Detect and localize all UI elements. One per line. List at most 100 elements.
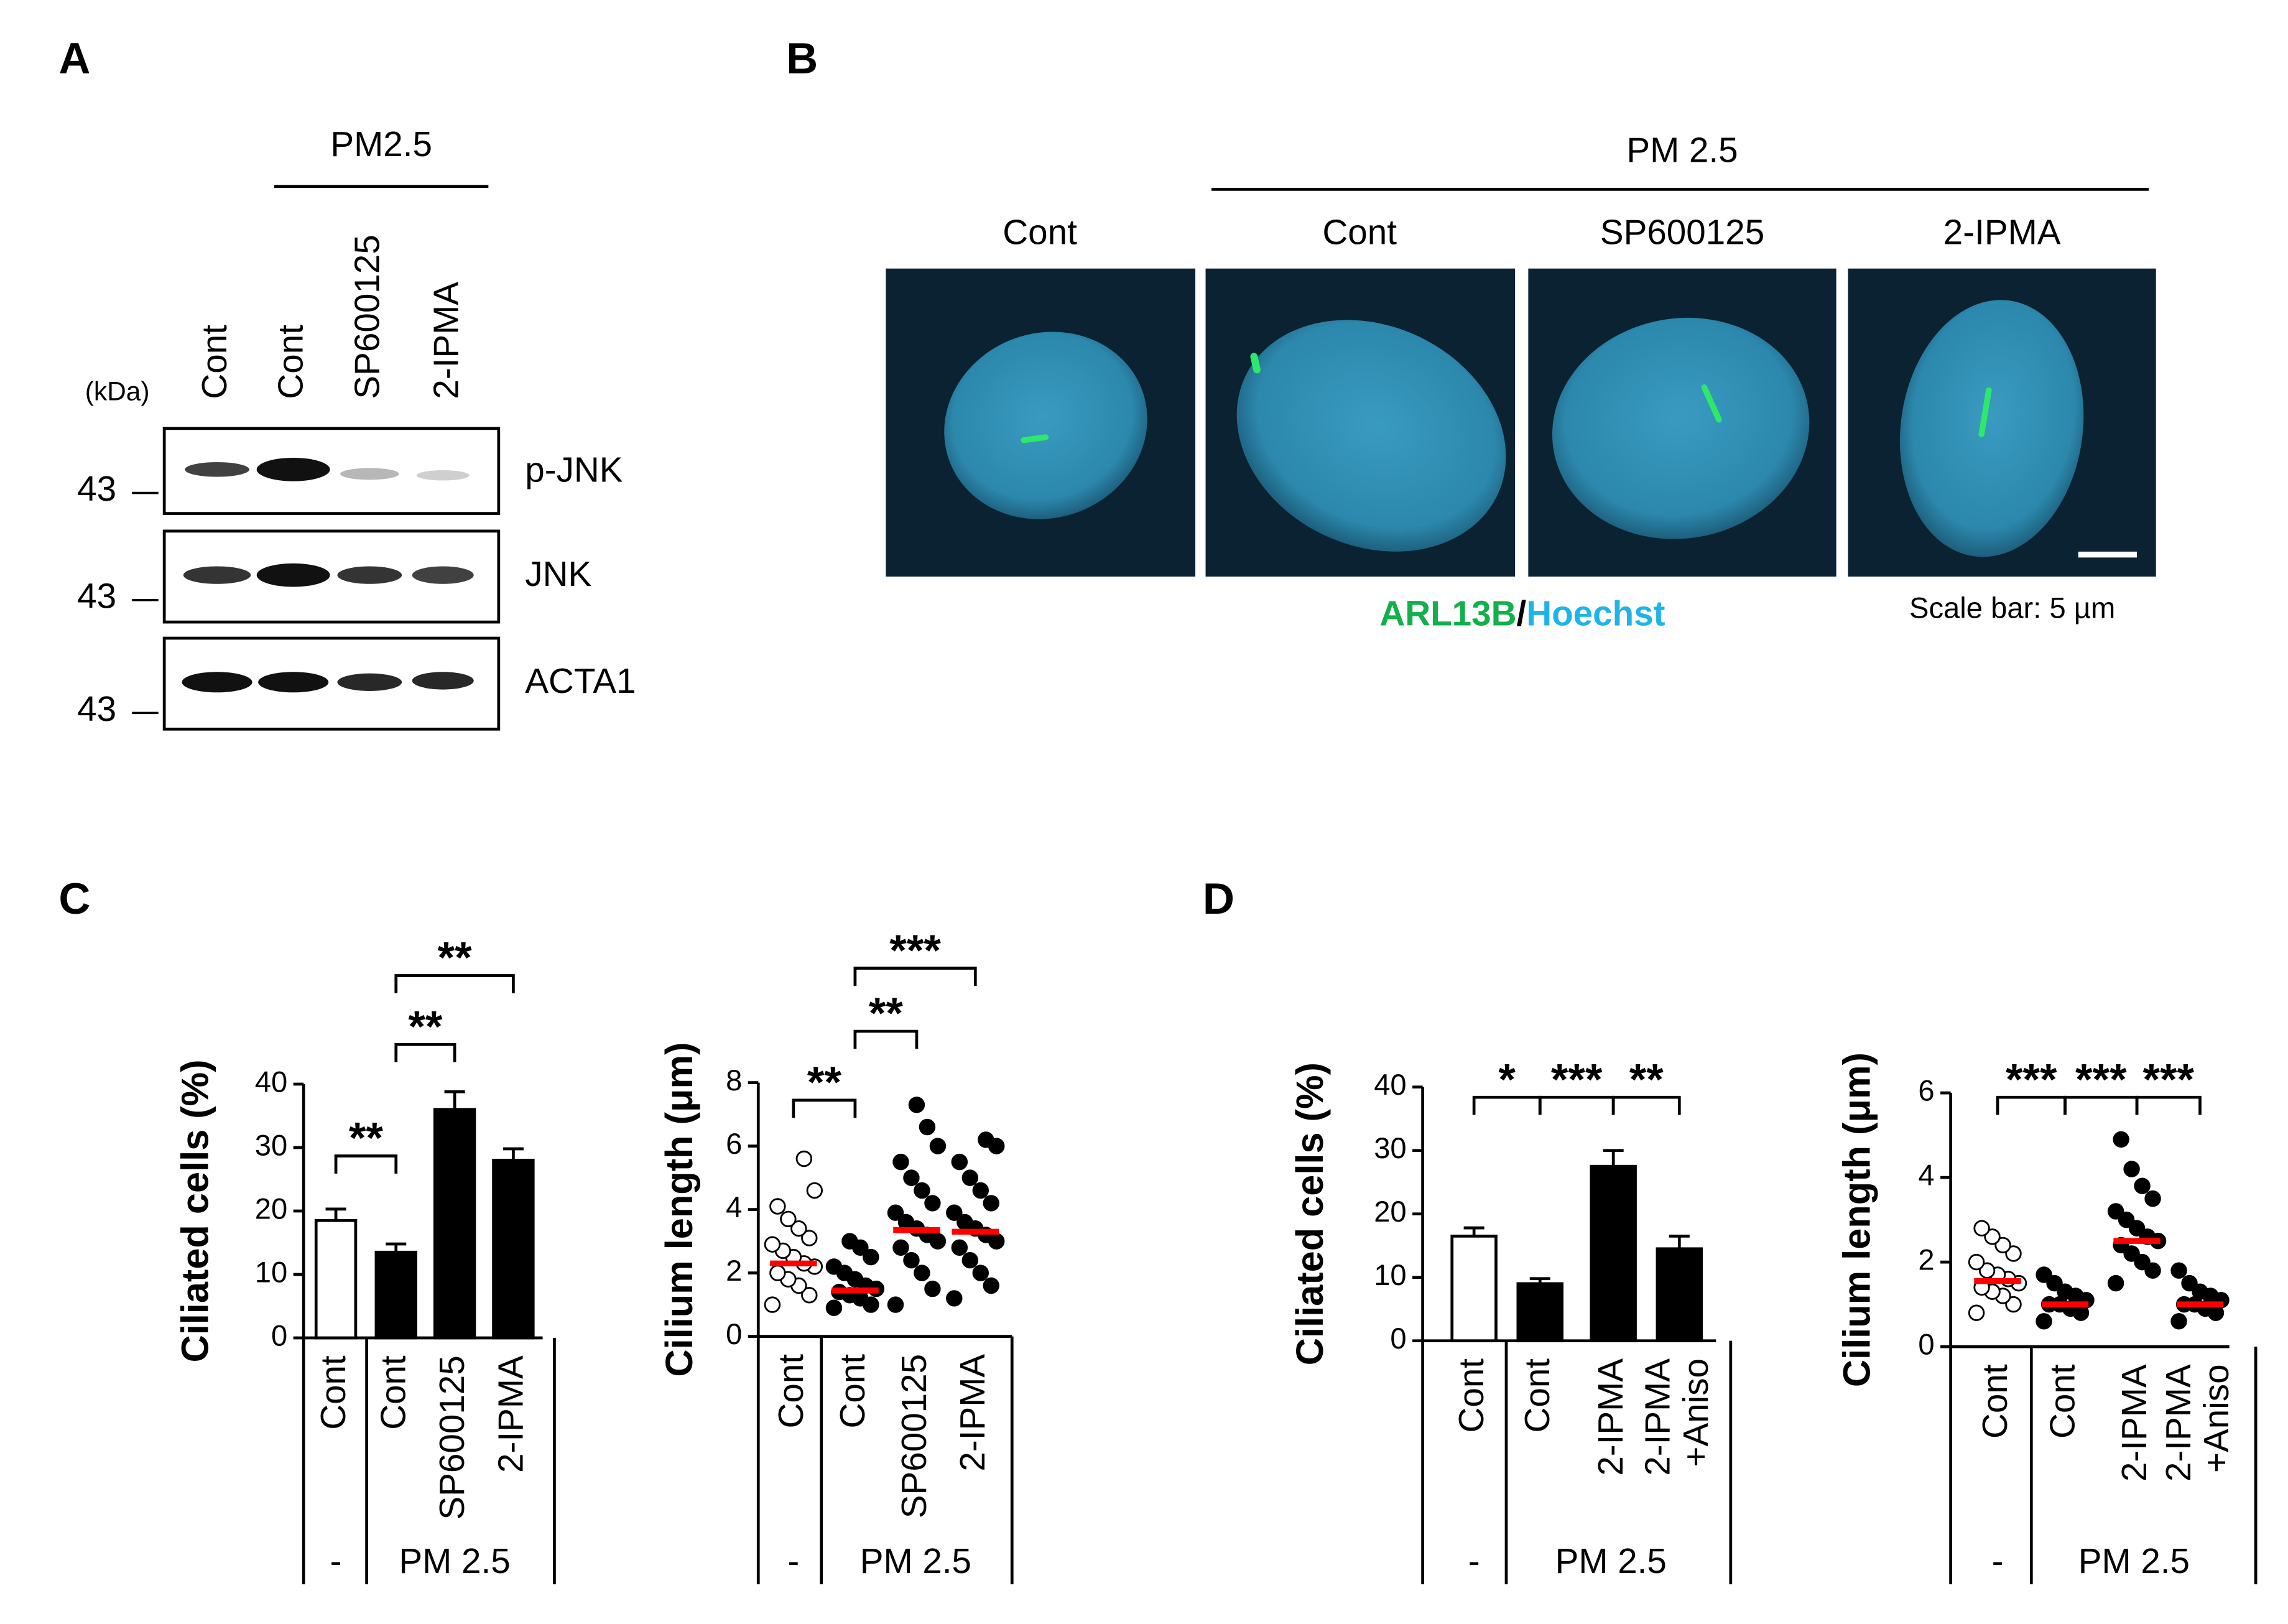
band — [256, 563, 330, 587]
band — [416, 470, 470, 481]
data-point — [903, 1251, 920, 1269]
data-point — [2123, 1245, 2140, 1262]
x-tick-label: 2-IPMA — [2159, 1364, 2198, 1482]
significance-bracket — [853, 1029, 919, 1049]
data-point — [961, 1251, 979, 1269]
western-blot: PM2.5 Cont Cont SP600125 2-IPMA (kDa) p-… — [77, 124, 636, 731]
data-point — [2123, 1161, 2140, 1177]
significance-label: ** — [438, 933, 473, 982]
nucleus — [1552, 317, 1810, 539]
data-point — [769, 1198, 786, 1215]
lane-label: SP600125 — [347, 234, 386, 399]
data-point — [1984, 1228, 2001, 1245]
bar — [1590, 1164, 1637, 1343]
x-tick-label: Cont — [1452, 1358, 1491, 1433]
data-point — [764, 1236, 781, 1253]
separator: / — [1517, 594, 1527, 633]
cilium — [1978, 387, 1992, 437]
y-tick-label: 20 — [1374, 1195, 1406, 1228]
data-point — [908, 1097, 925, 1113]
data-point — [2005, 1245, 2022, 1262]
band — [337, 566, 402, 584]
row-label: JNK — [525, 554, 591, 593]
x-tick-label: +Aniso — [2197, 1364, 2236, 1473]
band — [256, 457, 330, 481]
y-tick-label: 2 — [1918, 1243, 1934, 1276]
y-tick-label: 6 — [726, 1127, 742, 1160]
x-tick-label: SP600125 — [432, 1355, 471, 1520]
lane-label: Cont — [195, 325, 234, 399]
image-label: SP600125 — [1600, 212, 1764, 251]
x-tick-label: SP600125 — [894, 1354, 933, 1518]
data-point — [780, 1210, 797, 1228]
significance-label: *** — [2075, 1054, 2127, 1103]
data-point — [929, 1138, 947, 1154]
significance-bracket — [334, 1154, 398, 1174]
data-point — [903, 1169, 920, 1186]
data-point — [2107, 1203, 2124, 1220]
data-point — [2144, 1190, 2161, 1207]
band — [412, 672, 474, 690]
data-point — [2170, 1262, 2187, 1279]
data-point — [2113, 1131, 2129, 1148]
data-point — [2128, 1220, 2146, 1237]
x-tick-label: Cont — [771, 1354, 810, 1429]
group-label: PM 2.5 — [399, 1541, 510, 1580]
x-tick-label: 2-IPMA — [491, 1355, 530, 1473]
data-point — [769, 1264, 786, 1281]
band — [258, 672, 329, 693]
blot-box — [162, 427, 501, 515]
data-point — [2170, 1313, 2187, 1330]
row-label: p-JNK — [525, 450, 623, 489]
image-label: Cont — [1003, 212, 1077, 251]
y-tick-label: 20 — [255, 1192, 287, 1225]
data-point — [2144, 1262, 2161, 1279]
y-tick-label: 4 — [1918, 1159, 1934, 1192]
bar — [314, 1218, 358, 1340]
data-point — [2134, 1253, 2151, 1271]
significance-label: * — [1498, 1054, 1516, 1103]
group-label: PM 2.5 — [1555, 1541, 1667, 1580]
data-point — [2005, 1296, 2022, 1313]
nucleus — [1236, 320, 1506, 552]
x-tick-label: Cont — [1975, 1364, 2014, 1439]
size-marker: 43 — [77, 689, 116, 728]
data-point — [806, 1182, 823, 1199]
data-point — [983, 1277, 999, 1294]
size-marker: 43 — [77, 469, 116, 508]
data-point — [983, 1195, 999, 1212]
data-point — [887, 1204, 904, 1221]
data-point — [951, 1153, 968, 1171]
data-point — [863, 1248, 879, 1266]
stain-name: ARL13B — [1379, 594, 1516, 633]
bar — [492, 1159, 535, 1340]
x-tick-label: Cont — [1517, 1358, 1557, 1433]
x-tick-label: Cont — [374, 1355, 413, 1430]
data-point — [892, 1153, 909, 1171]
band — [183, 566, 251, 584]
y-tick-label: 0 — [1918, 1328, 1934, 1361]
group-label: PM 2.5 — [860, 1541, 971, 1580]
y-tick-label: 30 — [1374, 1131, 1406, 1164]
y-tick-label: 0 — [271, 1319, 287, 1352]
marker-ticks — [132, 491, 159, 715]
data-point — [2118, 1211, 2135, 1228]
y-tick-label: 2 — [726, 1254, 742, 1287]
significance-label: *** — [2006, 1054, 2057, 1103]
band — [340, 468, 399, 480]
group-label: - — [1468, 1541, 1480, 1580]
data-point — [961, 1169, 979, 1186]
significance-label: *** — [1551, 1054, 1603, 1103]
data-point — [892, 1239, 909, 1256]
significance-label: ** — [1629, 1054, 1664, 1103]
image-label: Cont — [1322, 212, 1397, 251]
significance-label: ** — [349, 1113, 384, 1162]
image-header: PM 2.5 — [1626, 130, 1738, 169]
significance-bracket — [394, 1042, 456, 1062]
significance-bracket — [1611, 1095, 1681, 1115]
data-point — [887, 1296, 904, 1313]
data-point — [924, 1195, 941, 1212]
data-point — [919, 1118, 936, 1136]
y-axis-label: Ciliated cells (%) — [174, 1059, 216, 1362]
